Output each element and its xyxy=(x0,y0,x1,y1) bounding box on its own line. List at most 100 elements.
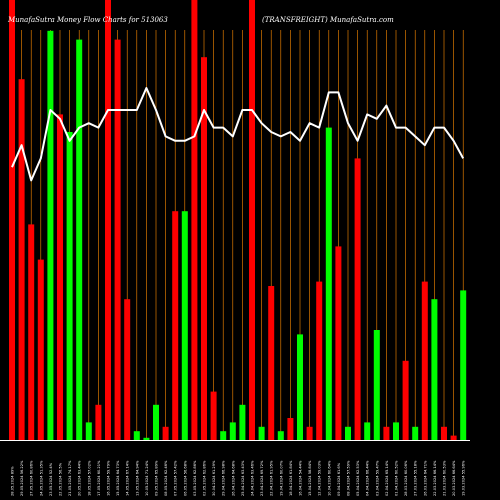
x-tick-labels: 28.05.2024 89% 29.05.2024 56.22% 27.05.202… xyxy=(11,460,466,496)
bar xyxy=(249,0,255,440)
bar xyxy=(258,426,265,440)
x-tick-label: 28.03.2024 60.06% xyxy=(404,460,408,496)
bar xyxy=(66,132,73,440)
x-tick-label: 18.05.2024 57.02% xyxy=(87,460,91,496)
x-tick-label: 04.04.2024 66.44% xyxy=(366,460,370,496)
x-tick-label: 03.05.2024 62.86% xyxy=(193,460,197,496)
x-tick-label: 02.04.2024 65.14% xyxy=(385,460,389,496)
x-tick-label: 10.05.2024 71.24% xyxy=(145,460,149,496)
bar xyxy=(316,281,323,440)
x-tick-label: 24.04.2024 63.46% xyxy=(251,460,255,496)
x-tick-label: 09.05.2024 65.89% xyxy=(155,460,159,496)
x-tick-label: 16.05.2024 59.79% xyxy=(107,460,111,496)
x-tick-label: 22.05.2024 56.5% xyxy=(59,462,63,496)
bar xyxy=(345,426,351,440)
x-tick-label: 15.04.2024 58.84% xyxy=(308,460,312,496)
x-tick-label: 03.04.2024 59.47% xyxy=(375,460,379,496)
x-tick-label: 15.05.2024 64.73% xyxy=(116,460,120,496)
x-tick-label: 19.03.2024 55.96% xyxy=(462,460,466,496)
x-tick-label: 18.04.2024 61.84% xyxy=(289,460,293,496)
bar xyxy=(9,0,15,440)
bar xyxy=(354,158,361,440)
x-tick-label: 21.03.2024 60.53% xyxy=(443,460,447,496)
x-tick-label: 08.05.2024 62.46% xyxy=(164,460,168,496)
bar xyxy=(229,422,236,440)
bar xyxy=(143,437,150,440)
x-tick-label: 19.04.2024 60.07% xyxy=(279,460,283,496)
x-tick-label: 01.04.2024 60.52% xyxy=(395,460,399,496)
bar xyxy=(220,431,227,440)
x-tick-label: 23.04.2024 69.72% xyxy=(260,460,264,496)
bar xyxy=(277,431,284,440)
bar xyxy=(201,57,207,440)
bar xyxy=(18,79,25,440)
x-tick-label: 26.03.2024 64.71% xyxy=(423,460,427,496)
bar xyxy=(37,259,44,440)
bar xyxy=(114,39,121,440)
x-tick-label: 08.04.2024 57.59% xyxy=(347,460,351,496)
bar xyxy=(460,290,467,440)
bar xyxy=(412,426,419,440)
bar xyxy=(450,435,457,440)
chart-title-left: MunafaSutra Money Flow Charts for 513063 xyxy=(7,16,168,24)
bar xyxy=(105,0,111,440)
bar xyxy=(402,360,409,440)
bar xyxy=(28,224,35,440)
x-tick-label: 24.05.2024 51.35% xyxy=(39,460,43,496)
x-tick-label: 22.04.2024 61.95% xyxy=(270,460,274,496)
bar xyxy=(373,330,380,440)
bar xyxy=(95,404,102,440)
bar xyxy=(287,418,294,440)
bar xyxy=(85,422,92,440)
bar xyxy=(153,404,159,440)
x-tick-label: 02.05.2024 62.86% xyxy=(203,460,207,496)
bar xyxy=(421,281,428,440)
bar xyxy=(124,299,131,440)
x-tick-label: 09.04.2024 61.6% xyxy=(337,462,341,496)
bar xyxy=(325,127,332,440)
x-tick-label: 21.05.2024 74.17% xyxy=(68,460,72,496)
bar xyxy=(162,426,169,440)
x-tick-label: 06.05.2024 56.68% xyxy=(183,460,187,496)
bar xyxy=(297,334,303,440)
bar xyxy=(393,422,399,440)
x-tick-label: 22.03.2024 66.14% xyxy=(433,460,437,496)
money-flow-line xyxy=(11,87,465,182)
bar xyxy=(431,299,438,440)
bar xyxy=(57,114,63,441)
bar xyxy=(47,30,54,441)
bar xyxy=(133,431,140,440)
x-tick-label: 29.04.2024 66.98% xyxy=(222,460,226,496)
x-tick-label: 29.05.2024 56.22% xyxy=(20,460,24,496)
x-tick-label: 17.05.2024 60.21% xyxy=(97,460,101,496)
x-tick-label: 25.04.2024 63.43% xyxy=(241,460,245,496)
x-tick-label: 13.05.2024 64.94% xyxy=(135,460,139,496)
x-tick-label: 10.04.2024 60.64% xyxy=(327,460,331,496)
bar xyxy=(172,211,179,440)
bar xyxy=(191,0,198,440)
x-tick-label: 27.05.2024 60.86% xyxy=(30,460,34,496)
x-tick-label: 07.05.2024 57.42% xyxy=(174,460,178,496)
bar xyxy=(441,426,447,440)
x-tick-label: 26.04.2024 64.68% xyxy=(231,460,235,496)
bar xyxy=(306,426,313,440)
x-tick-label: 12.04.2024 59.03% xyxy=(318,460,322,496)
bars xyxy=(9,0,467,441)
x-tick-label: 14.05.2024 67.14% xyxy=(126,460,130,496)
bar xyxy=(335,246,342,440)
x-tick-label: 30.04.2024 61.29% xyxy=(212,460,216,496)
bar xyxy=(181,211,188,440)
x-tick-label: 16.04.2024 54.44% xyxy=(299,460,303,496)
bar xyxy=(239,404,246,440)
bar xyxy=(268,286,275,440)
bar xyxy=(210,391,217,440)
x-tick-label: 27.03.2024 55.18% xyxy=(414,460,418,496)
x-tick-label: 20.05.2024 63.44% xyxy=(78,460,82,496)
bar xyxy=(383,426,390,440)
x-tick-label: 23.05.2024 52.4% xyxy=(49,462,53,496)
bar xyxy=(364,422,371,440)
x-tick-label: 20.03.2024 66.64% xyxy=(452,460,456,496)
chart-title-right: (TRANSFREIGHT) MunafaSutra.com xyxy=(262,16,394,24)
x-tick-label: 28.05.2024 89% xyxy=(11,466,15,496)
